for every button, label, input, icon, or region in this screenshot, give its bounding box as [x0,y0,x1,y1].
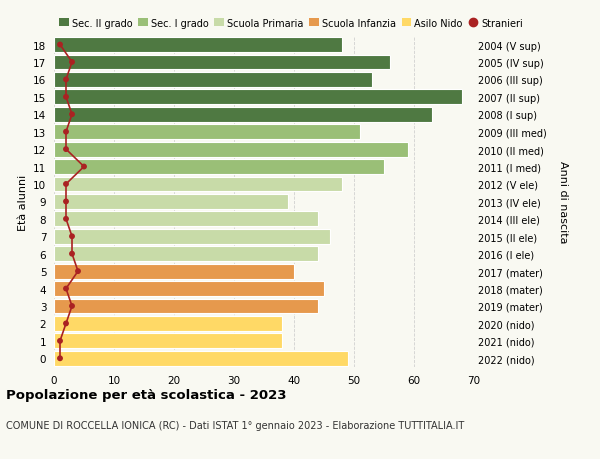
Point [67,302,77,310]
Point [61,77,71,84]
Point [61,146,71,153]
Bar [54,142,408,157]
Bar [54,90,462,105]
Bar [54,160,384,174]
Point [67,112,77,119]
Bar [54,316,282,331]
Point [67,59,77,67]
Bar [54,125,360,140]
Point [79,163,89,171]
Point [61,198,71,206]
Point [55,355,65,362]
Point [61,320,71,327]
Bar [54,281,324,297]
Bar [54,299,318,313]
Point [61,216,71,223]
Point [67,233,77,241]
Point [55,42,65,49]
Bar [54,73,372,88]
Point [55,337,65,345]
Point [61,285,71,292]
Y-axis label: Anni di nascita: Anni di nascita [558,161,568,243]
Bar [54,177,342,192]
Point [61,94,71,101]
Bar [54,230,330,244]
Bar [54,212,318,227]
Bar [54,351,348,366]
Bar [54,264,294,279]
Bar [54,107,432,123]
Point [61,181,71,188]
Text: COMUNE DI ROCCELLA IONICA (RC) - Dati ISTAT 1° gennaio 2023 - Elaborazione TUTTI: COMUNE DI ROCCELLA IONICA (RC) - Dati IS… [6,420,464,430]
Bar [54,334,282,348]
Point [73,268,83,275]
Y-axis label: Età alunni: Età alunni [17,174,28,230]
Point [61,129,71,136]
Legend: Sec. II grado, Sec. I grado, Scuola Primaria, Scuola Infanzia, Asilo Nido, Stran: Sec. II grado, Sec. I grado, Scuola Prim… [59,18,523,28]
Bar [54,247,318,262]
Bar [54,38,342,53]
Text: Popolazione per età scolastica - 2023: Popolazione per età scolastica - 2023 [6,388,287,401]
Bar [54,56,390,70]
Point [67,251,77,258]
Bar [54,195,288,209]
